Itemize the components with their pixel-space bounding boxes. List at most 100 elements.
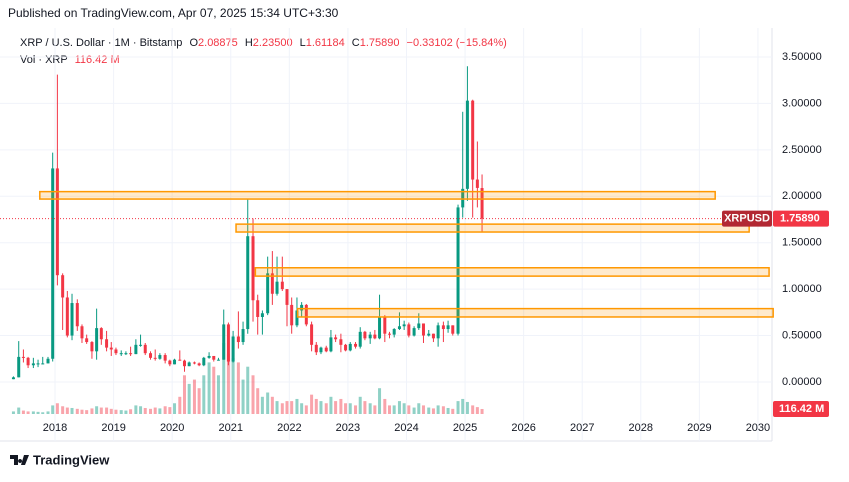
volume-bar bbox=[222, 343, 226, 414]
candle-body bbox=[354, 343, 358, 347]
candle-body bbox=[388, 333, 392, 335]
candle-body bbox=[436, 325, 440, 339]
volume-bar bbox=[388, 405, 392, 414]
candle-body bbox=[163, 355, 167, 361]
candle-body bbox=[319, 347, 323, 353]
volume-bar bbox=[143, 407, 147, 414]
y-tick-label: 3.50000 bbox=[782, 51, 822, 63]
candle-body bbox=[441, 325, 445, 330]
volume-bar bbox=[149, 408, 153, 414]
candle-body bbox=[427, 333, 431, 336]
candle-body bbox=[378, 316, 382, 339]
x-tick-label: 2025 bbox=[453, 422, 477, 434]
candle-body bbox=[222, 324, 226, 360]
candle-body bbox=[402, 324, 406, 327]
candle-body bbox=[300, 304, 304, 311]
volume-bar bbox=[348, 403, 352, 414]
o-value: 2.08875 bbox=[198, 37, 238, 49]
volume-bar bbox=[231, 358, 235, 414]
candle-body bbox=[36, 363, 40, 365]
candle-body bbox=[324, 347, 328, 352]
y-tick-label: 1.00000 bbox=[782, 283, 822, 295]
volume-bar bbox=[139, 406, 143, 414]
candle-body bbox=[143, 344, 147, 354]
volume-bar bbox=[290, 401, 294, 414]
volume-bar bbox=[153, 407, 157, 414]
price-tag-label: 1.75890 bbox=[780, 213, 820, 225]
volume-bar bbox=[46, 411, 50, 414]
candle-body bbox=[280, 281, 284, 290]
volume-bar bbox=[216, 375, 220, 414]
candle-body bbox=[260, 313, 264, 317]
candle-body bbox=[207, 355, 211, 358]
candle-body bbox=[216, 359, 220, 361]
volume-bar bbox=[417, 403, 421, 414]
candle-body bbox=[446, 325, 450, 330]
candle-body bbox=[358, 331, 362, 347]
volume-bar bbox=[95, 406, 99, 414]
candle-body bbox=[329, 337, 333, 352]
candle-body bbox=[41, 363, 45, 365]
candle-body bbox=[31, 363, 35, 366]
volume-bar bbox=[310, 394, 314, 414]
h-value: 2.23500 bbox=[253, 37, 293, 49]
candle-body bbox=[80, 326, 84, 339]
volume-bar bbox=[354, 405, 358, 414]
volume-bar bbox=[99, 407, 103, 414]
legend-volume: Vol · XRP 116.42 M bbox=[20, 54, 120, 66]
volume-bar bbox=[295, 398, 299, 414]
candle-body bbox=[17, 356, 21, 378]
vol-value: 116.42 M bbox=[75, 54, 120, 66]
volume-bar bbox=[456, 401, 460, 414]
y-tick-label: 0.50000 bbox=[782, 329, 822, 341]
zone bbox=[39, 190, 716, 200]
volume-bar bbox=[114, 409, 118, 414]
candle-body bbox=[344, 344, 348, 351]
candle-body bbox=[461, 188, 465, 208]
volume-bar bbox=[124, 410, 128, 414]
change: −0.33102 (−15.84%) bbox=[407, 37, 507, 49]
y-tick-label: 0.00000 bbox=[782, 376, 822, 388]
volume-bar bbox=[246, 366, 250, 414]
candle-body bbox=[295, 310, 299, 326]
volume-bar bbox=[11, 411, 15, 414]
candle-body bbox=[158, 355, 162, 359]
volume-bar bbox=[109, 408, 113, 414]
candle-body bbox=[197, 363, 201, 366]
o-label: O bbox=[189, 37, 198, 49]
candle-body bbox=[310, 324, 314, 345]
volume-bar bbox=[61, 406, 65, 414]
volume-bar bbox=[461, 398, 465, 414]
volume-bar bbox=[475, 407, 479, 414]
volume-bar bbox=[471, 405, 475, 414]
candle-body bbox=[246, 236, 250, 330]
volume-bar bbox=[236, 362, 240, 414]
candle-body bbox=[46, 358, 50, 364]
candle-body bbox=[251, 236, 255, 301]
volume-bar bbox=[178, 396, 182, 414]
volume-bar bbox=[339, 398, 343, 414]
candle-body bbox=[471, 100, 475, 180]
volume-bar bbox=[427, 407, 431, 414]
volume-bar bbox=[314, 398, 318, 414]
zone bbox=[235, 223, 750, 233]
candle-body bbox=[231, 336, 235, 362]
volume-bar bbox=[36, 411, 40, 414]
volume-bar bbox=[402, 403, 406, 414]
candle-body bbox=[187, 362, 191, 367]
candle-body bbox=[85, 338, 89, 343]
volume-bar bbox=[212, 366, 216, 414]
candle-body bbox=[236, 336, 240, 343]
volume-bar bbox=[392, 405, 396, 414]
candle-body bbox=[412, 328, 416, 336]
candle-body bbox=[290, 304, 294, 326]
volume-bar bbox=[197, 388, 201, 414]
volume-bar bbox=[421, 405, 425, 414]
volume-bar bbox=[163, 406, 167, 414]
volume-bar bbox=[31, 411, 35, 414]
volume-bar bbox=[41, 412, 45, 414]
y-tick-label: 2.50000 bbox=[782, 144, 822, 156]
candle-body bbox=[339, 339, 343, 345]
candle-body bbox=[139, 344, 143, 346]
